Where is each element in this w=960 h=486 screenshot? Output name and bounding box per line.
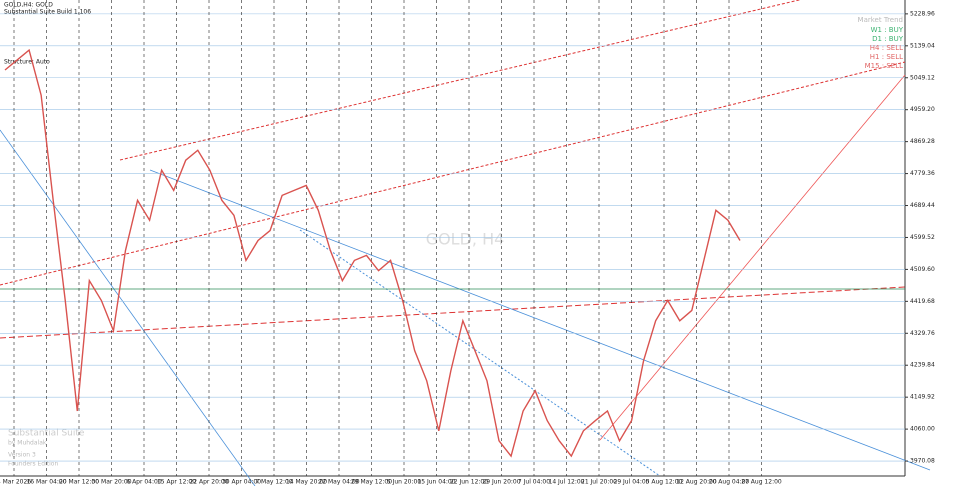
- x-tick-label: 7 Jul 04:00: [518, 479, 550, 486]
- chart-title: GOLD,H4: GOLD: [4, 2, 53, 9]
- trend-line: [599, 74, 906, 441]
- x-tick-label: 29 Jun 20:00: [482, 479, 520, 486]
- x-tick-label: 15 Jun 04:00: [417, 479, 455, 486]
- trend-line: [299, 229, 661, 477]
- y-tick-label: 4689.44: [910, 202, 935, 209]
- trend-line: [0, 286, 906, 339]
- y-tick-label: 4959.20: [910, 106, 935, 113]
- info-line: Substantial Suite Build 1.106: [4, 9, 91, 16]
- x-tick-label: 29 Jul 04:00: [614, 479, 650, 486]
- x-tick-label: 5 Aug 12:00: [646, 479, 683, 486]
- footer-line: by Muhdalak: [8, 440, 47, 447]
- x-tick-label: 12 Aug 20:00: [676, 479, 717, 486]
- x-tick-label: 30 Mar 20:00: [91, 479, 131, 486]
- trend-line: [0, 129, 256, 486]
- trend-row: H1 : SELL: [870, 53, 903, 61]
- x-tick-label: 22 Jun 12:00: [450, 479, 488, 486]
- y-tick-label: 4419.68: [910, 298, 935, 305]
- x-tick-label: 20 Aug 04:00: [709, 479, 750, 486]
- x-tick-label: 6 Apr 04:00: [126, 479, 161, 486]
- y-tick-label: 4239.84: [910, 362, 935, 369]
- watermark: GOLD, H4: [426, 230, 505, 249]
- y-tick-label: 4869.28: [910, 138, 935, 145]
- trend-line: [119, 0, 802, 161]
- footer-line: Founders Edition: [8, 461, 58, 468]
- y-tick-label: 4060.00: [910, 426, 935, 433]
- y-tick-label: 4779.36: [910, 170, 935, 177]
- x-tick-label: 4 Mar 2026: [0, 479, 31, 486]
- x-tick-label: 29 May 12:00: [351, 479, 392, 486]
- x-tick-label: 21 Jul 20:00: [581, 479, 617, 486]
- x-tick-label: 14 Jul 12:00: [549, 479, 585, 486]
- x-tick-label: 20 Mar 12:00: [59, 479, 99, 486]
- x-tick-label: 30 Apr 04:00: [222, 479, 261, 486]
- y-tick-label: 4329.76: [910, 330, 935, 337]
- x-tick-label: 7 May 12:00: [255, 479, 293, 486]
- x-tick-label: 15 Apr 12:00: [157, 479, 196, 486]
- y-tick-label: 5139.04: [910, 42, 935, 49]
- trend-row: D1 : BUY: [872, 35, 904, 43]
- y-tick-label: 3970.08: [910, 458, 935, 465]
- x-tick-label: 5 Jun 20:00: [387, 479, 421, 486]
- price-line: [4, 48, 741, 458]
- y-tick-label: 4509.60: [910, 266, 935, 273]
- trend-panel-title: Market Trend: [858, 16, 903, 24]
- x-tick-label: 14 May 20:00: [286, 479, 327, 486]
- x-tick-label: 16 Mar 04:00: [26, 479, 66, 486]
- trend-line: [149, 169, 931, 471]
- trend-row: W1 : BUY: [871, 26, 904, 34]
- y-tick-label: 4599.52: [910, 234, 935, 241]
- x-tick-label: 27 Aug 12:00: [741, 479, 782, 486]
- trend-row: M15 : SELL: [865, 62, 904, 70]
- x-tick-label: 22 Apr 20:00: [189, 479, 228, 486]
- x-tick-label: 22 May 04:00: [318, 479, 359, 486]
- info-line: Structure: Auto: [4, 59, 50, 66]
- y-tick-label: 4149.92: [910, 394, 935, 401]
- y-tick-label: 5049.12: [910, 74, 935, 81]
- y-tick-label: 5228.96: [910, 10, 935, 17]
- footer-line: Version 3: [8, 452, 36, 459]
- trend-row: H4 : SELL: [870, 44, 903, 52]
